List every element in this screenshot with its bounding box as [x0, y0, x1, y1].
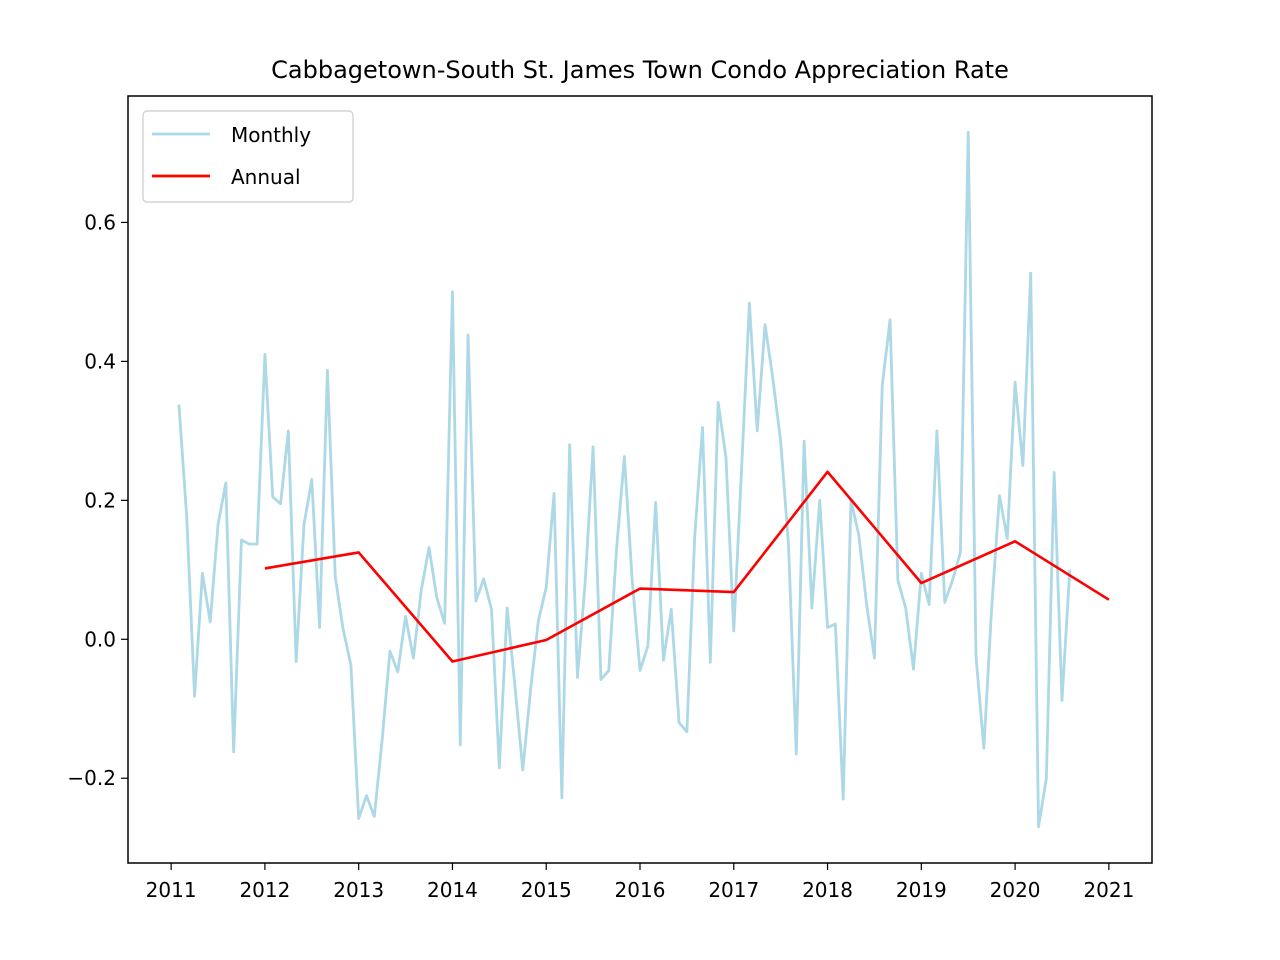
y-tick-label: −0.2 — [67, 766, 116, 790]
y-tick-label: 0.0 — [84, 627, 116, 651]
x-tick-label: 2017 — [708, 878, 759, 902]
series-line-annual — [264, 470, 1110, 663]
x-tick-label: 2021 — [1083, 878, 1134, 902]
y-axis: −0.2 0.0 0.2 0.4 0.6 — [67, 210, 128, 790]
x-tick-label: 2011 — [146, 878, 197, 902]
x-tick-label: 2012 — [239, 878, 290, 902]
x-tick-label: 2013 — [333, 878, 384, 902]
x-tick-label: 2020 — [990, 878, 1041, 902]
series-line-monthly — [177, 130, 1072, 829]
legend-label-annual: Annual — [231, 165, 301, 189]
legend: Monthly Annual — [142, 110, 354, 203]
y-tick-label: 0.2 — [84, 488, 116, 512]
y-tick-label: 0.4 — [84, 349, 116, 373]
chart-title: Cabbagetown-South St. James Town Condo A… — [271, 56, 1009, 84]
x-axis: 2011 2012 2013 2014 2015 2016 2017 2018 2019 2020… — [146, 863, 1134, 902]
x-tick-label: 2016 — [615, 878, 666, 902]
x-tick-label: 2014 — [427, 878, 478, 902]
x-tick-label: 2019 — [896, 878, 947, 902]
plot-area-frame — [127, 95, 1153, 864]
legend-label-monthly: Monthly — [231, 123, 311, 147]
y-tick-label: 0.6 — [84, 210, 116, 234]
x-tick-label: 2018 — [802, 878, 853, 902]
x-tick-label: 2015 — [521, 878, 572, 902]
